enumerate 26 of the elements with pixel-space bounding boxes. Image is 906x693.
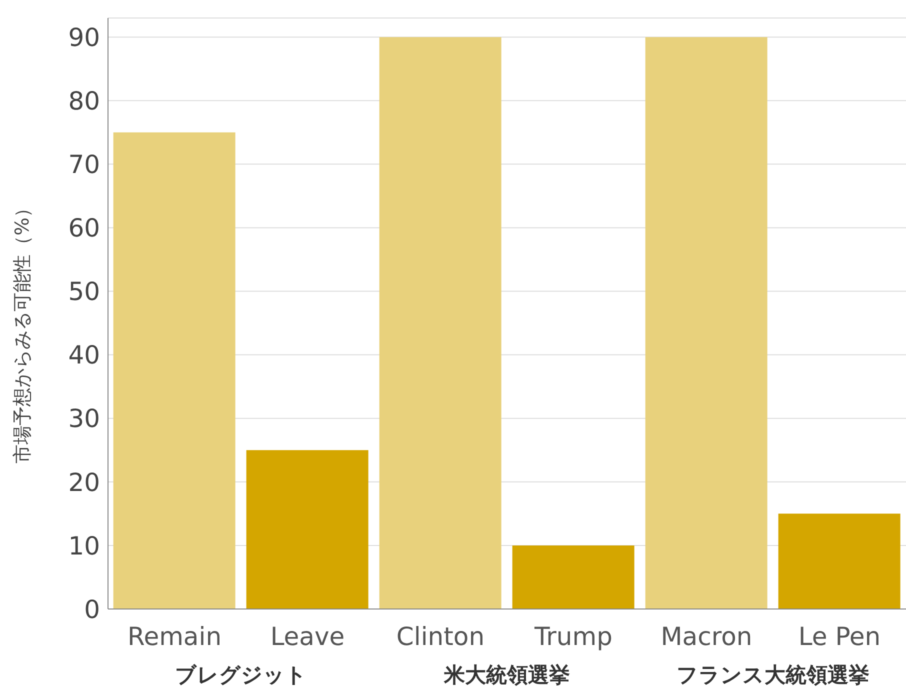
x-tick-label: Le Pen: [798, 622, 881, 651]
x-tick-label: Clinton: [396, 622, 485, 651]
y-axis-title: 市場予想からみる可能性（%）: [12, 198, 34, 464]
bar: [113, 132, 236, 609]
y-tick-label: 10: [68, 531, 100, 560]
bar: [379, 37, 502, 609]
y-tick-label: 0: [84, 594, 100, 624]
x-tick-label: Remain: [127, 622, 222, 651]
y-tick-label: 70: [68, 150, 100, 180]
y-tick-label: 20: [68, 468, 100, 497]
y-tick-label: 50: [68, 277, 100, 306]
bar: [512, 545, 634, 609]
text: ブレグジット: [175, 662, 307, 689]
text: フランス大統領選挙: [676, 662, 870, 689]
x-tick-label: Macron: [660, 622, 752, 651]
x-tick-label: Leave: [270, 622, 345, 651]
text: 米大統領選挙: [444, 662, 570, 689]
y-tick-label: 60: [68, 214, 100, 243]
y-tick-label: 40: [68, 340, 100, 370]
y-tick-label: 90: [68, 22, 100, 52]
bar: [246, 450, 368, 609]
x-tick-label: Trump: [534, 622, 612, 651]
y-tick-label: 80: [68, 86, 100, 116]
y-tick-label: 30: [68, 404, 100, 434]
bar: [645, 37, 768, 609]
bar: [778, 514, 900, 609]
